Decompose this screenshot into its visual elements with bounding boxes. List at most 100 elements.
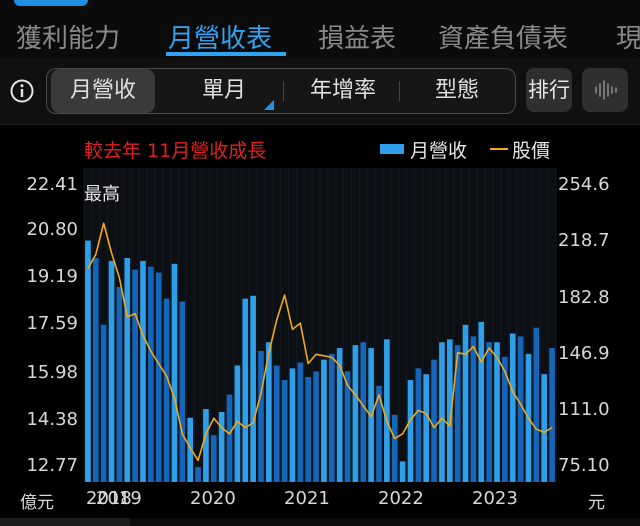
seg-monthly-revenue[interactable]: 月營收 xyxy=(51,69,155,113)
revenue-bar[interactable] xyxy=(250,295,256,482)
revenue-bar[interactable] xyxy=(321,359,327,482)
revenue-bar[interactable] xyxy=(399,461,406,482)
voice-wave-button[interactable] xyxy=(582,68,628,112)
seg-divider xyxy=(399,81,400,101)
revenue-bar[interactable] xyxy=(289,368,296,482)
revenue-bar[interactable] xyxy=(478,321,485,482)
revenue-bar[interactable] xyxy=(486,342,492,482)
revenue-bar[interactable] xyxy=(297,362,304,482)
x-tick: 2018 xyxy=(86,488,132,509)
legend-revenue: 月營收 xyxy=(410,140,468,162)
tab-income-statement[interactable]: 損益表 xyxy=(318,24,397,54)
revenue-bar[interactable] xyxy=(148,266,154,482)
revenue-bar[interactable] xyxy=(242,298,249,482)
tab-cashflow-truncated[interactable]: 現 xyxy=(616,24,640,54)
revenue-bar[interactable] xyxy=(549,348,555,482)
revenue-bar[interactable] xyxy=(533,327,540,482)
revenue-bar[interactable] xyxy=(439,342,445,482)
revenue-bar[interactable] xyxy=(313,371,319,482)
revenue-bar[interactable] xyxy=(108,260,115,482)
revenue-bar[interactable] xyxy=(446,339,453,482)
y-right-tick: 146.9 xyxy=(558,343,610,364)
revenue-bar[interactable] xyxy=(360,342,367,482)
revenue-bar[interactable] xyxy=(494,342,500,482)
revenue-bar[interactable] xyxy=(187,417,194,482)
x-tick: 2021 xyxy=(284,488,330,509)
revenue-bar[interactable] xyxy=(391,414,398,482)
info-icon[interactable] xyxy=(10,79,34,103)
legend-price-swatch xyxy=(490,148,508,150)
revenue-bar[interactable] xyxy=(509,333,516,482)
revenue-bar[interactable] xyxy=(470,336,477,482)
bottom-strip xyxy=(0,518,640,526)
price-line xyxy=(87,222,553,462)
revenue-bar[interactable] xyxy=(352,345,359,482)
revenue-bar[interactable] xyxy=(116,287,123,482)
tab-profitability[interactable]: 獲利能力 xyxy=(16,24,121,54)
y-left-tick: 22.41 xyxy=(26,174,78,195)
revenue-bar[interactable] xyxy=(462,324,469,482)
revenue-bar[interactable] xyxy=(179,301,186,482)
y-right-tick: 75.10 xyxy=(558,455,610,476)
revenue-bar[interactable] xyxy=(336,348,343,482)
revenue-bar[interactable] xyxy=(305,377,312,482)
y-left-tick: 19.19 xyxy=(26,266,78,287)
revenue-bar[interactable] xyxy=(517,336,524,482)
revenue-bar[interactable] xyxy=(384,339,390,482)
revenue-bar[interactable] xyxy=(273,365,280,482)
revenue-bar[interactable] xyxy=(328,353,335,482)
legend-revenue-swatch xyxy=(380,144,404,154)
y-right-tick: 218.7 xyxy=(558,230,610,251)
revenue-bar[interactable] xyxy=(541,374,548,482)
revenue-bar[interactable] xyxy=(226,394,233,482)
max-label: 最高 xyxy=(84,184,120,205)
revenue-bar[interactable] xyxy=(195,467,201,482)
seg-chart-type[interactable]: 型態 xyxy=(434,78,479,103)
tab-balance-sheet[interactable]: 資產負債表 xyxy=(438,24,569,54)
revenue-bar[interactable] xyxy=(234,365,241,482)
x-tick: 2023 xyxy=(472,488,518,509)
x-tick: 2020 xyxy=(190,488,236,509)
revenue-bar[interactable] xyxy=(431,359,437,482)
bottom-tab-marker xyxy=(0,518,130,526)
dropdown-caret-icon xyxy=(264,100,274,110)
revenue-bar[interactable] xyxy=(407,379,414,482)
revenue-bar[interactable] xyxy=(92,258,99,482)
y-left-tick: 12.77 xyxy=(26,455,78,476)
report-tab-strip: 獲利能力 月營收表 損益表 資產負債表 現 xyxy=(0,0,640,58)
seg-yoy-growth[interactable]: 年增率 xyxy=(309,78,376,103)
revenue-bar[interactable] xyxy=(376,385,382,482)
revenue-bar[interactable] xyxy=(163,298,170,482)
y-left-tick: 14.38 xyxy=(26,409,78,430)
revenue-bar[interactable] xyxy=(266,342,272,482)
filter-bar: 月營收 單月 年增率 型態 排行 xyxy=(0,58,640,125)
revenue-bar[interactable] xyxy=(85,240,91,482)
revenue-bar[interactable] xyxy=(203,409,209,482)
revenue-bar[interactable] xyxy=(344,371,351,482)
revenue-bar[interactable] xyxy=(140,260,146,482)
revenue-bar[interactable] xyxy=(171,263,178,482)
revenue-bar[interactable] xyxy=(210,435,217,482)
y-right-unit: 元 xyxy=(588,493,605,513)
revenue-bar[interactable] xyxy=(132,269,138,482)
revenue-bar[interactable] xyxy=(124,258,131,482)
seg-single-month[interactable]: 單月 xyxy=(201,78,246,103)
revenue-bar[interactable] xyxy=(258,350,264,482)
x-tick: 2019 xyxy=(96,488,142,509)
revenue-bar[interactable] xyxy=(415,368,422,482)
y-left-tick: 17.59 xyxy=(26,313,78,334)
revenue-bar[interactable] xyxy=(502,356,508,482)
revenue-bar[interactable] xyxy=(100,324,107,482)
sound-wave-icon xyxy=(595,80,617,100)
revenue-bar[interactable] xyxy=(218,411,225,482)
x-tick: 2022 xyxy=(378,488,424,509)
revenue-bar[interactable] xyxy=(454,345,461,482)
top-accent-indicator xyxy=(14,0,88,6)
revenue-bar[interactable] xyxy=(281,379,288,482)
revenue-bar[interactable] xyxy=(423,374,430,482)
ranking-button[interactable]: 排行 xyxy=(526,68,572,112)
revenue-bar[interactable] xyxy=(155,272,162,482)
tab-monthly-revenue[interactable]: 月營收表 xyxy=(168,24,273,54)
legend-price: 股價 xyxy=(512,140,551,162)
